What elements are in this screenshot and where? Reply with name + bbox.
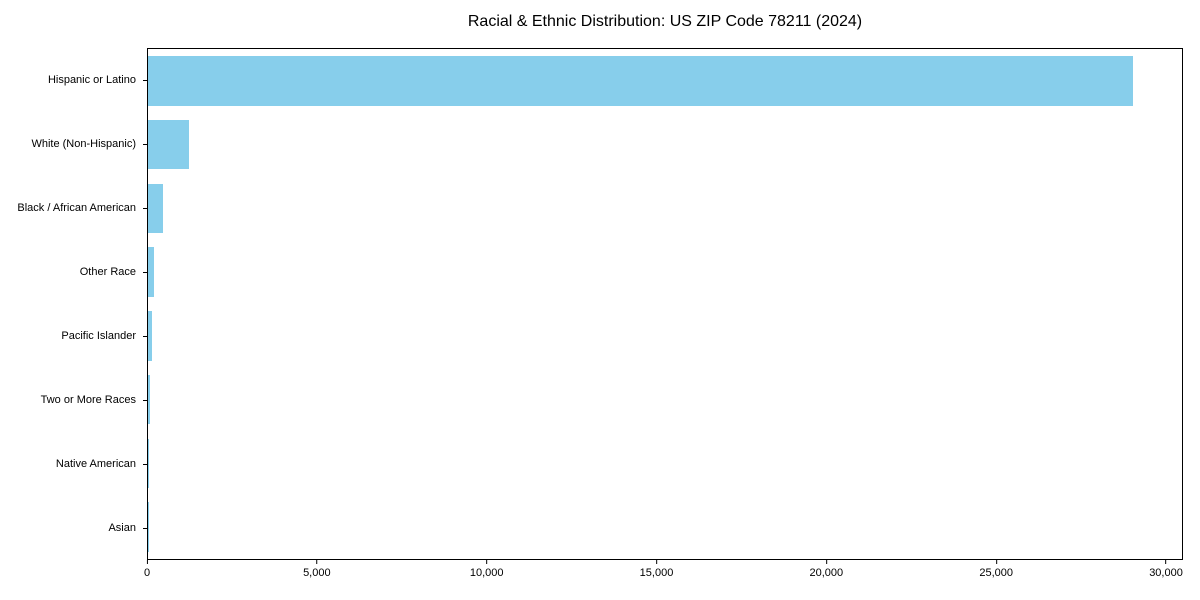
y-tick-mark [143,335,147,337]
x-tick-mark [656,560,657,564]
y-axis-labels: Hispanic or Latino White (Non-Hispanic) Bl… [0,48,147,560]
x-tick: 10,000 [470,560,504,579]
x-tick: 0 [144,560,150,579]
x-tick: 25,000 [979,560,1013,579]
x-axis: 0 5,000 10,000 15,000 20,000 25,000 30,000 [144,560,1183,592]
y-tick-mark [143,527,147,529]
category-label: Hispanic or Latino [47,74,136,86]
bar-pacific-islander [148,311,153,361]
y-label-row: Black / African American [0,176,147,240]
category-label: Asian [108,522,136,534]
y-tick-mark [143,79,147,81]
bar-row [148,240,1182,304]
y-label-row: White (Non-Hispanic) [0,112,147,176]
x-tick-label: 30,000 [1149,567,1183,579]
bar-other-race [148,247,154,297]
y-label-row: Hispanic or Latino [0,48,147,112]
chart-title: Racial & Ethnic Distribution: US ZIP Cod… [467,13,863,30]
y-label-row: Other Race [0,240,147,304]
category-label: Native American [55,458,136,470]
y-tick-mark [143,463,147,465]
bar-row [148,368,1182,432]
y-tick-mark [143,271,147,273]
x-tick-mark [1165,560,1167,564]
bar-row [148,495,1182,559]
y-label-row: Native American [0,432,147,496]
x-tick-mark [316,560,318,564]
x-tick-label: 5,000 [303,567,331,579]
category-label: Other Race [79,266,136,278]
x-tick: 20,000 [809,560,844,579]
category-label: Pacific Islander [61,330,136,342]
x-tick-mark [825,560,827,564]
x-tick: 5,000 [303,560,331,579]
x-tick-mark [486,560,488,564]
x-tick-label: 25,000 [979,567,1013,579]
bar-row [148,113,1182,177]
bar-row [148,304,1182,368]
bar-white-non-hispanic [148,119,189,170]
x-tick-label: 0 [143,567,151,579]
y-label-row: Asian [0,496,147,560]
y-label-row: Two or More Races [0,368,147,432]
y-tick-mark [143,207,147,209]
bar-hispanic-or-latino [148,56,1133,106]
x-tick-mark [995,560,997,564]
x-tick: 15,000 [639,560,674,579]
category-label: Black / African American [17,202,136,214]
x-tick-label: 10,000 [469,567,504,579]
bar-black-african-american [148,183,164,234]
bar-row [148,177,1182,241]
y-tick-mark [143,399,147,401]
bar-row [148,432,1182,496]
x-tick-label: 15,000 [639,567,674,579]
bar-two-or-more-races [148,374,150,425]
y-tick-mark [143,143,147,145]
y-label-row: Pacific Islander [0,304,147,368]
x-tick: 30,000 [1149,560,1183,579]
category-label: White (Non-Hispanic) [31,138,136,150]
category-label: Two or More Races [40,394,136,406]
x-tick-label: 20,000 [809,567,844,579]
x-tick-mark [146,560,148,564]
plot-area [147,48,1183,560]
bar-row [148,49,1182,113]
